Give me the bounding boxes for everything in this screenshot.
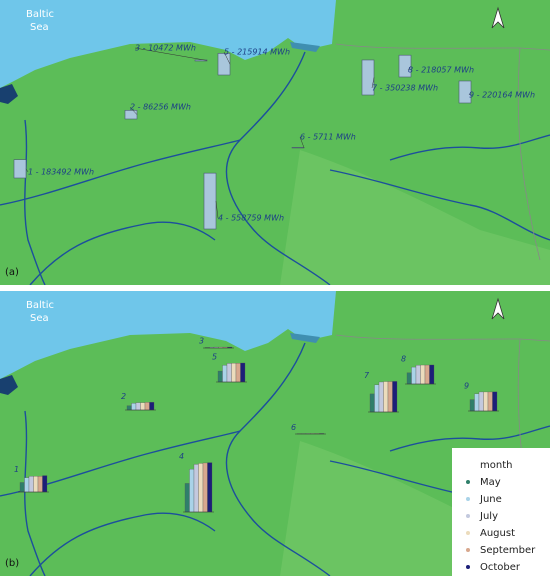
month-bar bbox=[131, 403, 137, 411]
month-bar bbox=[383, 381, 389, 413]
month-bar bbox=[189, 468, 195, 513]
site-label: 3 - 10472 MWh bbox=[135, 44, 196, 53]
panel-label: (b) bbox=[5, 558, 19, 569]
leader bbox=[25, 168, 29, 173]
site-label: 8 bbox=[401, 354, 406, 363]
month-bar bbox=[492, 391, 498, 412]
month-bar bbox=[235, 363, 241, 383]
month-bar bbox=[240, 362, 246, 383]
month-bar bbox=[207, 462, 213, 513]
month-bar bbox=[135, 402, 141, 411]
site-bar bbox=[203, 172, 217, 230]
site-bar bbox=[291, 147, 305, 149]
month-bar bbox=[222, 365, 228, 383]
month-bar bbox=[126, 405, 132, 411]
month-bar bbox=[424, 364, 430, 385]
month-bar bbox=[387, 381, 393, 413]
divider bbox=[0, 285, 550, 291]
site-label: 8 - 218057 MWh bbox=[408, 66, 474, 75]
month-bar bbox=[374, 384, 380, 413]
site-label: 6 bbox=[291, 423, 296, 432]
month-bar bbox=[149, 402, 155, 411]
site-label: 1 - 183492 MWh bbox=[28, 168, 94, 177]
month-bar bbox=[369, 393, 375, 413]
month-bar bbox=[140, 402, 146, 411]
site-label: 3 bbox=[199, 337, 204, 346]
leader bbox=[223, 51, 231, 65]
leader bbox=[129, 106, 138, 115]
site-label: 2 - 86256 MWh bbox=[130, 103, 191, 112]
sea-label: Baltic bbox=[26, 300, 54, 311]
month-bar bbox=[483, 391, 489, 412]
month-bar bbox=[217, 370, 223, 383]
site-label: 6 - 5711 MWh bbox=[300, 133, 356, 142]
map-panel-a bbox=[0, 0, 550, 286]
legend-entry: May bbox=[480, 477, 501, 488]
legend-entry: October bbox=[480, 562, 521, 573]
month-bar bbox=[42, 475, 48, 493]
month-bar bbox=[392, 381, 398, 413]
month-bar bbox=[406, 372, 412, 385]
site-label: 7 - 350238 MWh bbox=[372, 84, 438, 93]
legend-swatch bbox=[466, 480, 470, 484]
legend-entry: September bbox=[480, 545, 536, 556]
site-label: 5 bbox=[212, 352, 217, 361]
leader bbox=[134, 47, 208, 61]
month-bar bbox=[429, 364, 435, 385]
leader bbox=[371, 77, 375, 89]
month-bar bbox=[198, 463, 204, 513]
site-label: 4 bbox=[179, 452, 184, 461]
leader bbox=[215, 201, 219, 219]
month-bar bbox=[33, 476, 39, 493]
legend-title: month bbox=[480, 460, 512, 471]
month-bar bbox=[37, 476, 43, 493]
month-bar bbox=[378, 381, 384, 413]
month-bar bbox=[231, 363, 237, 383]
month-bar bbox=[202, 462, 208, 513]
leader bbox=[407, 65, 412, 71]
site-bar bbox=[217, 53, 231, 76]
leader bbox=[468, 91, 472, 96]
month-bar bbox=[415, 365, 421, 385]
site-label: 1 bbox=[14, 465, 19, 474]
month-bar bbox=[28, 476, 34, 493]
site-label: 9 bbox=[464, 381, 469, 390]
legend-swatch bbox=[466, 548, 470, 552]
legend-swatch bbox=[466, 565, 470, 569]
legend-swatch bbox=[466, 531, 470, 535]
legend-entry: June bbox=[479, 494, 502, 505]
sea-label: Sea bbox=[30, 22, 49, 33]
site-bar bbox=[13, 159, 27, 179]
sea-label: Baltic bbox=[26, 9, 54, 20]
site-bar bbox=[194, 59, 208, 62]
month-bar bbox=[144, 402, 150, 411]
sea-label: Sea bbox=[30, 313, 49, 324]
legend-box bbox=[452, 448, 550, 576]
legend-entry: August bbox=[480, 528, 515, 539]
month-bar bbox=[478, 391, 484, 412]
month-bar bbox=[474, 393, 480, 412]
month-bar bbox=[19, 482, 25, 493]
month-bar bbox=[420, 364, 426, 385]
site-label: 5 - 215914 MWh bbox=[224, 48, 290, 57]
month-bar bbox=[193, 464, 199, 513]
month-bar bbox=[411, 366, 417, 385]
leader bbox=[299, 136, 305, 148]
legend-swatch bbox=[466, 514, 470, 518]
month-bar bbox=[226, 363, 232, 383]
month-bar bbox=[469, 399, 475, 412]
legend-entry: July bbox=[479, 511, 498, 522]
month-bar bbox=[24, 477, 30, 493]
site-bar bbox=[124, 110, 138, 120]
month-bar bbox=[487, 391, 493, 412]
legend-swatch bbox=[466, 497, 470, 501]
panel-label: (a) bbox=[5, 267, 19, 278]
site-label: 2 bbox=[121, 392, 126, 401]
site-label: 7 bbox=[364, 371, 370, 380]
month-bar bbox=[184, 483, 190, 513]
site-label: 4 - 558759 MWh bbox=[218, 214, 284, 223]
site-label: 9 - 220164 MWh bbox=[469, 91, 535, 100]
